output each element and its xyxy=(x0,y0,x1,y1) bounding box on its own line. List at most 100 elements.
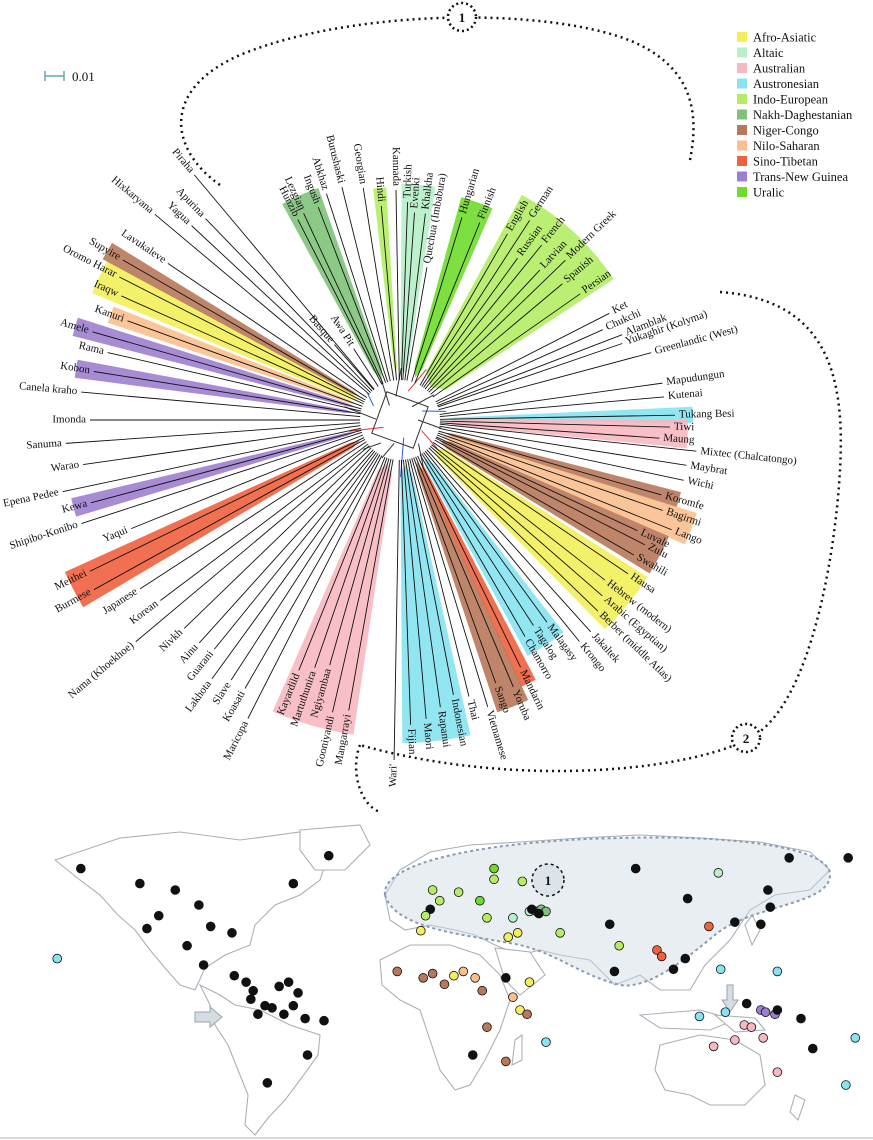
map-point-34 xyxy=(489,863,499,874)
branch-epena-pedee xyxy=(62,427,361,493)
japan xyxy=(744,913,761,947)
network-edge xyxy=(349,426,384,432)
map-point-5 xyxy=(142,923,152,934)
hull-niger-congo-9 xyxy=(439,440,669,574)
branch-awa-pit xyxy=(353,348,379,387)
leaf-khalkha: Khalkha xyxy=(419,172,435,211)
leaf-evenki: Evenki xyxy=(408,177,422,209)
branch-russian xyxy=(423,257,518,388)
map-point-33 xyxy=(420,910,431,921)
branch-lavukaleve xyxy=(167,263,368,399)
branch-nama-khoekhoe xyxy=(135,445,370,643)
map-point-79 xyxy=(682,893,693,904)
branch-german xyxy=(421,220,531,387)
region-1-outline xyxy=(179,16,695,187)
map-point-36 xyxy=(489,874,499,885)
branch-hixkaryana xyxy=(154,213,370,395)
branch-warao xyxy=(83,425,361,465)
legend-label-uralic: Uralic xyxy=(753,186,785,200)
map-point-3 xyxy=(194,900,204,910)
branch-hungarian xyxy=(411,217,463,382)
map-point-24 xyxy=(302,1050,313,1060)
branch-evenki xyxy=(402,212,415,381)
leaf-tukang-besi: Tukang Besi xyxy=(679,408,735,421)
map-point-69 xyxy=(604,919,615,930)
leaf-hixkaryana: Hixkaryana xyxy=(109,174,156,216)
network-edge xyxy=(411,394,434,408)
south-america xyxy=(198,983,321,1136)
map-point-99 xyxy=(708,1041,719,1052)
indonesia xyxy=(638,1009,737,1031)
branch-maung xyxy=(439,422,660,439)
leaf-korean: Korean xyxy=(127,597,160,626)
branch-turkish xyxy=(400,202,409,381)
map-point-52 xyxy=(515,1005,525,1015)
branch-latvian xyxy=(426,269,541,392)
map-point-2 xyxy=(170,885,181,895)
region-outlines xyxy=(179,16,843,814)
branch-maori xyxy=(403,459,427,719)
leaf-kutenai: Kutenai xyxy=(667,387,703,402)
map-point-54 xyxy=(418,973,428,983)
map-point-31 xyxy=(453,887,464,897)
leaf-maricopa: Maricopa xyxy=(221,719,251,762)
map-point-10 xyxy=(229,970,240,981)
branch-hebrew-modern xyxy=(431,444,606,581)
branch-hunzib xyxy=(297,219,383,385)
legend-label-nilo-saharan: Nilo-Saharan xyxy=(753,139,820,153)
map-point-100 xyxy=(730,1035,740,1045)
branch-kutenai xyxy=(439,396,665,417)
branch-hindi xyxy=(380,205,397,381)
map-point-21 xyxy=(283,977,294,987)
legend-swatch-altaic xyxy=(737,47,747,58)
branch-slave xyxy=(230,453,379,681)
map-point-61 xyxy=(458,966,469,977)
branch-mangarrayi xyxy=(348,459,394,711)
branch-basque xyxy=(334,344,375,391)
legend-swatch-australian xyxy=(737,63,747,73)
branch-maricopa xyxy=(247,455,383,719)
branch-lezgian xyxy=(303,213,384,384)
branch-chamorro xyxy=(419,454,526,637)
branch-kobon xyxy=(93,371,361,415)
map-point-17 xyxy=(279,1009,289,1020)
map-point-45 xyxy=(508,913,518,923)
branch-japanese xyxy=(139,441,367,590)
branch-tukang-besi xyxy=(439,414,675,420)
branch-gooniyandi xyxy=(332,458,392,713)
branch-lakhota xyxy=(211,452,377,680)
branch-piraha xyxy=(193,174,375,390)
legend-swatch-uralic xyxy=(737,187,747,197)
region-2-label: 2 xyxy=(743,731,750,746)
branch-hausa xyxy=(432,441,629,575)
hull-indo-european-1 xyxy=(373,187,397,376)
branch-tiwi xyxy=(439,420,670,428)
hull-indo-european-4 xyxy=(426,194,614,390)
branch-yagua xyxy=(191,225,372,394)
map-point-57 xyxy=(477,985,488,996)
north-america xyxy=(53,831,331,991)
leaf-turkish: Turkish xyxy=(401,164,414,199)
branch-fijian xyxy=(400,459,412,725)
region-1-label: 1 xyxy=(459,10,466,25)
map-point-20 xyxy=(274,981,284,992)
map-point-22 xyxy=(300,1013,310,1024)
arrow-south-america xyxy=(194,1005,223,1029)
map-point-50 xyxy=(449,970,459,981)
map-point-102 xyxy=(807,1043,818,1054)
map-region-1-label: 1 xyxy=(545,873,552,888)
map-point-85 xyxy=(772,966,783,977)
branch-lango xyxy=(436,434,672,531)
branch-wari xyxy=(393,459,400,760)
branch-english xyxy=(419,233,508,386)
branches xyxy=(62,174,697,760)
map-point-4 xyxy=(153,910,164,921)
map-point-23 xyxy=(319,1015,329,1026)
branch-finnish xyxy=(414,222,481,384)
leaf-rama: Rama xyxy=(78,340,106,357)
branch-meithei xyxy=(89,437,365,572)
region-2-outline-tail xyxy=(354,744,381,814)
branch-canela-kraho xyxy=(81,391,361,417)
legend-swatch-sino-tibetan xyxy=(737,156,747,166)
